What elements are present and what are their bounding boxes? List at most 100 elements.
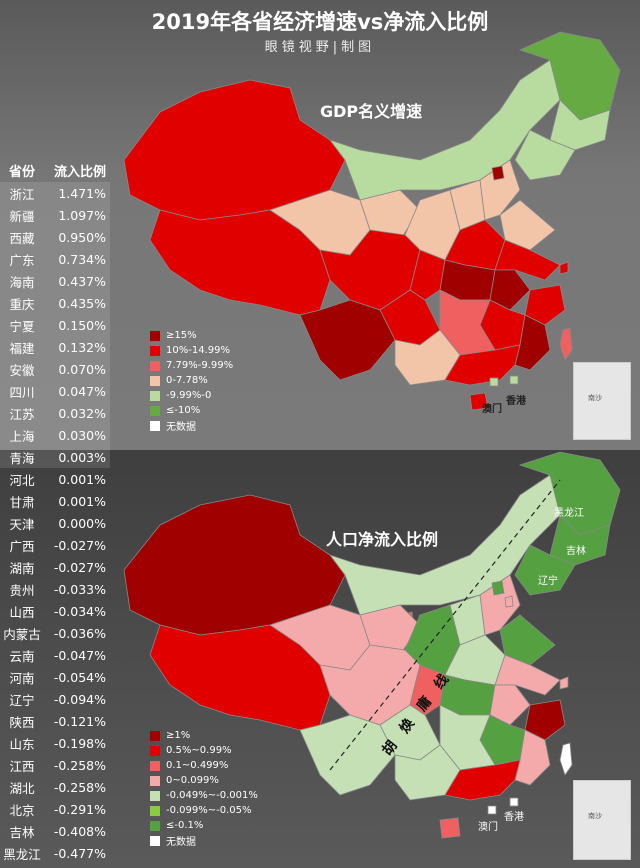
legend-item: 0.1~0.499% [150,758,258,773]
inset-label: 南沙 [588,394,602,402]
province-cell: 湖北 [9,780,35,796]
province-cell: 重庆 [9,296,35,312]
region-anhui [489,269,531,311]
province-cell: 江苏 [9,406,35,422]
ratio-cell: 0.132% [58,339,106,355]
legend-label: -9.99%-0 [166,390,212,401]
legend-item: ≤-10% [150,403,233,418]
ratio-cell: -0.054% [53,669,106,685]
ratio-cell: -0.034% [53,603,106,619]
page-title: 2019年各省经济增速vs净流入比例 [151,10,489,34]
south-china-sea-inset-top: 南沙 [573,362,631,440]
legend-label: 0~0.099% [166,775,219,786]
gdp-map [123,31,621,411]
region-yunnan [299,299,396,381]
table-row: 河北 0.001% [0,468,110,490]
legend-swatch [150,330,160,341]
province-cell: 吉林 [9,824,35,840]
table-row: 福建 0.132% [0,336,110,358]
table-row: 浙江 1.471% [0,182,110,204]
legend-swatch [150,760,160,771]
region-hebei [479,159,521,221]
ratio-cell: -0.198% [53,735,106,751]
legend-swatch [150,420,160,431]
region-zhejiang [524,699,566,741]
table-row: 青海 0.003% [0,446,110,468]
table-row: 安徽 0.070% [0,358,110,380]
ratio-cell: 1.471% [58,185,106,201]
inset-label: 南沙 [588,812,602,820]
province-cell: 山西 [9,604,35,620]
ratio-cell: 0.150% [58,317,106,333]
region-hainan [469,392,489,411]
region-shanghai [559,676,569,690]
province-cell: 青海 [9,450,35,466]
ratio-cell: -0.033% [53,581,106,597]
legend-item: 无数据 [150,418,233,433]
province-cell: 甘肃 [9,494,35,510]
legend-label: 10%-14.99% [166,345,230,356]
header-ratio: 流入比例 [53,164,106,180]
region-liaoning [514,544,576,596]
province-cell: 浙江 [9,186,35,202]
province-cell: 江西 [9,758,35,774]
table-row: 广西 -0.027% [0,534,110,556]
legend-label: -0.049%~-0.001% [166,790,258,801]
region-shanghai [559,261,569,275]
province-cell: 四川 [9,384,35,400]
page-subtitle: 眼镜视野|制图 [264,40,376,55]
legend-swatch [150,360,160,371]
ratio-cell: -0.258% [53,757,106,773]
table-row: 陕西 -0.121% [0,710,110,732]
legend-swatch [150,775,160,786]
macau-label-top: 澳门 [482,404,502,415]
legend-swatch [150,375,160,386]
legend-item: 7.79%-9.99% [150,358,233,373]
region-taiwan [559,742,573,776]
ratio-cell: -0.036% [53,625,106,641]
ratio-cell: 0.070% [58,361,106,377]
province-cell: 西藏 [9,230,35,246]
legend-item: 无数据 [150,833,258,848]
ratio-cell: -0.027% [53,537,106,553]
legend-item: 0.5%~0.99% [150,743,258,758]
legend-swatch [150,730,160,741]
legend-label: 0.5%~0.99% [166,745,232,756]
inflow-map-title: 人口净流入比例 [326,530,439,549]
province-cell: 福建 [9,340,35,356]
macau-label-bottom: 澳门 [478,822,498,833]
hongkong-label-top: 香港 [506,396,526,407]
table-row: 黑龙江 -0.477% [0,842,110,864]
table-row: 江苏 0.032% [0,402,110,424]
table-row: 山西 -0.034% [0,600,110,622]
province-cell: 北京 [9,802,35,818]
table-row: 山东 -0.198% [0,732,110,754]
legend-swatch [150,405,160,416]
ratio-cell: 0.030% [58,427,106,443]
province-cell: 贵州 [9,582,35,598]
province-cell: 天津 [9,516,35,532]
region-hainan [439,817,461,839]
ratio-cell: 0.000% [58,515,106,531]
gdp-legend: ≥15% 10%-14.99% 7.79%-9.99% 0-7.78% -9.99%-0… [150,328,233,433]
province-cell: 广东 [9,252,35,268]
jilin-label: 吉林 [566,546,586,557]
table-header: 省份 流入比例 [0,158,110,182]
ratio-cell: -0.291% [53,801,106,817]
table-row: 吉林 -0.408% [0,820,110,842]
legend-label: ≥1% [166,730,191,741]
table-row: 贵州 -0.033% [0,578,110,600]
table-row: 河南 -0.054% [0,666,110,688]
table-row: 天津 0.000% [0,512,110,534]
province-cell: 海南 [9,274,35,290]
inflow-map [123,451,621,839]
legend-label: 7.79%-9.99% [166,360,234,371]
table-row: 新疆 1.097% [0,204,110,226]
header-province: 省份 [8,164,35,180]
table-row: 湖北 -0.258% [0,776,110,798]
hu-line [329,479,561,771]
province-cell: 内蒙古 [3,626,41,642]
ratio-cell: 1.097% [58,207,106,223]
legend-swatch [150,805,160,816]
